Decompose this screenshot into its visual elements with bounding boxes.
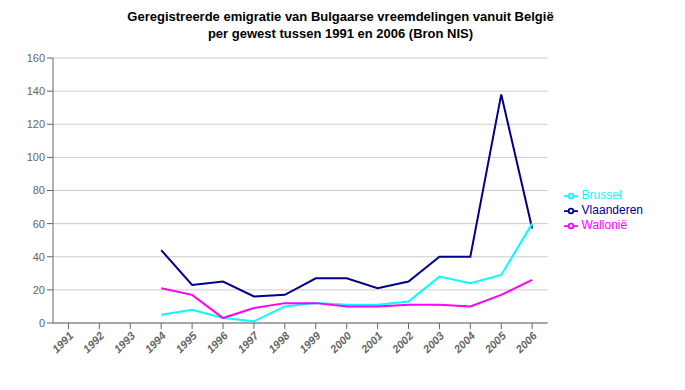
svg-text:1995: 1995 xyxy=(173,329,199,355)
svg-text:1994: 1994 xyxy=(142,329,168,355)
html-text:Geregistreerde emigratie van B: Geregistreerde emigratie van Bulgaarse v… xyxy=(127,9,554,24)
svg-text:140: 140 xyxy=(27,85,45,97)
svg-text:80: 80 xyxy=(33,184,45,196)
svg-text:100: 100 xyxy=(27,151,45,163)
svg-text:1992: 1992 xyxy=(81,329,107,355)
html-text:per gewest tussen 1991 en 2006: per gewest tussen 1991 en 2006 (Bron NIS… xyxy=(207,26,474,41)
svg-text:2002: 2002 xyxy=(389,329,416,356)
svg-text:1999: 1999 xyxy=(297,329,323,355)
svg-text:2001: 2001 xyxy=(358,329,385,356)
svg-text:120: 120 xyxy=(27,118,45,130)
svg-text:40: 40 xyxy=(33,251,45,263)
svg-text:160: 160 xyxy=(27,52,45,64)
svg-text:2005: 2005 xyxy=(482,329,509,356)
svg-text:60: 60 xyxy=(33,218,45,230)
svg-text:1996: 1996 xyxy=(204,329,230,355)
html-text:Vlaanderen: Vlaanderen xyxy=(581,203,643,218)
svg-text:1991: 1991 xyxy=(50,329,76,355)
svg-text:1997: 1997 xyxy=(235,329,261,355)
svg-text:2004: 2004 xyxy=(451,329,478,356)
html-text:Brussel: Brussel xyxy=(581,188,622,203)
svg-text:20: 20 xyxy=(33,284,45,296)
svg-text:1998: 1998 xyxy=(266,329,292,355)
svg-text:2003: 2003 xyxy=(420,329,447,356)
svg-text:0: 0 xyxy=(39,317,45,329)
svg-text:1993: 1993 xyxy=(111,329,137,355)
svg-text:2006: 2006 xyxy=(513,329,540,356)
svg-text:2000: 2000 xyxy=(327,329,354,356)
html-text:Wallonië: Wallonië xyxy=(581,217,628,232)
